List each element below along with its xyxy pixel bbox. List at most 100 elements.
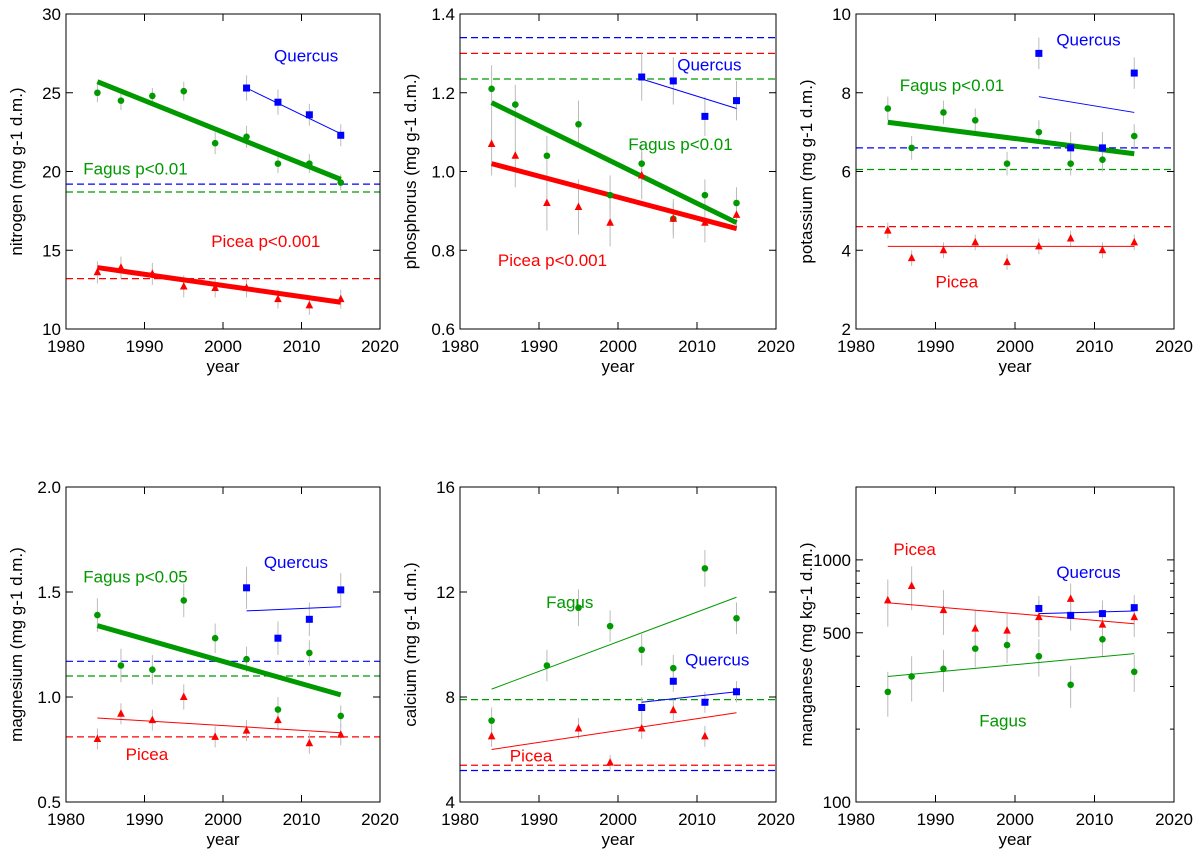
series-annotation: Fagus [979,712,1026,731]
x-tick-label: 2020 [1155,337,1193,356]
y-axis-label: potassium (mg g-1 d.m.) [797,79,816,263]
data-point-picea [701,218,709,226]
data-point-fagus [243,655,250,663]
data-point-picea [1130,237,1139,246]
series-annotation: Quercus [1056,563,1120,582]
data-point-quercus [669,77,677,85]
y-tick-label: 8 [842,84,851,103]
data-point-picea [939,605,948,614]
x-tick-label: 1980 [47,337,85,356]
data-point-picea [1066,233,1075,242]
data-point-picea [971,237,980,246]
x-tick-label: 2020 [361,337,399,356]
x-axis-label: year [998,357,1031,376]
data-point-fagus [606,191,614,199]
x-tick-label: 2010 [1076,337,1114,356]
data-point-picea [211,732,219,740]
data-point-fagus [1035,652,1043,660]
y-tick-label: 30 [42,5,61,24]
chart-panel-1: 1980 1990 2000 2010 2020 10 15 20 25 30 year nitrog… [7,5,399,376]
data-point-fagus [638,160,645,167]
data-point-fagus [488,85,495,93]
y-tick-label: 8 [446,688,455,707]
data-point-fagus [94,611,101,619]
series-annotation: Fagus [546,593,593,612]
data-point-picea [637,170,646,179]
x-tick-label: 1990 [126,337,164,356]
y-tick-label: 1.0 [37,688,61,707]
data-point-quercus [1035,604,1043,612]
series-annotation: Quercus [1056,31,1120,50]
x-axis-label: year [601,830,634,849]
data-point-quercus [1098,610,1106,618]
data-point-quercus [337,131,345,139]
data-point-fagus [211,634,219,642]
data-point-quercus [1035,49,1043,57]
data-point-quercus [669,677,677,685]
x-tick-label: 2010 [678,810,716,829]
data-point-picea [148,715,157,724]
data-point-picea [543,198,551,206]
data-point-picea [1035,241,1043,250]
data-point-fagus [337,179,345,186]
data-point-picea [1098,620,1107,628]
x-tick-label: 1990 [917,337,955,356]
data-point-picea [211,283,219,292]
data-point-quercus [305,111,313,119]
data-point-fagus [149,666,156,673]
y-tick-label: 1.5 [37,583,61,602]
x-tick-label: 1980 [837,810,875,829]
trend-line-fagus [96,623,342,698]
x-tick-label: 2000 [599,810,637,829]
data-point-fagus [274,160,282,167]
data-point-fagus [1130,132,1138,140]
x-tick-label: 2020 [757,337,795,356]
chart-panel-6: 1980 1990 2000 2010 2020 100 500 1000 year mangan… [797,486,1193,849]
data-point-fagus [543,152,551,160]
trend-line-picea [490,161,738,232]
data-point-fagus [1035,128,1043,136]
data-point-picea [606,218,614,226]
data-point-quercus [274,98,282,106]
data-point-fagus [670,664,677,672]
data-point-fagus [940,665,947,673]
data-point-fagus [733,199,740,207]
data-point-fagus [908,144,915,152]
y-tick-label: 0.8 [431,241,455,260]
trend-line-quercus [1038,610,1135,615]
data-point-picea [971,624,980,632]
series-annotation: Fagus p<0.05 [83,568,187,587]
data-point-fagus [306,160,313,167]
data-point-fagus [149,92,156,100]
data-point-fagus [512,101,519,108]
data-point-picea [336,294,345,303]
y-tick-label: 16 [436,478,455,497]
data-point-fagus [940,109,947,116]
y-tick-label: 100 [823,793,851,812]
data-point-picea [669,705,678,714]
x-tick-label: 2010 [1076,810,1114,829]
series-annotation: Quercus [274,46,338,65]
trend-line-fagus [490,100,738,225]
data-point-fagus [638,646,645,654]
trend-line-picea [491,712,737,750]
x-axis-label: year [998,830,1031,849]
y-tick-label: 1000 [813,551,851,570]
data-point-picea [574,724,583,732]
plot-area [66,566,380,754]
x-tick-label: 1990 [520,810,558,829]
x-tick-label: 2000 [996,810,1034,829]
data-point-quercus [1130,69,1138,77]
data-point-fagus [180,87,188,95]
chart-panel-3: 1980 1990 2000 2010 2020 2 4 6 8 10 year potassium … [797,5,1193,376]
data-point-quercus [1067,144,1075,152]
x-tick-label: 1990 [917,810,955,829]
axes-frame [65,486,381,803]
data-point-quercus [701,112,709,120]
data-point-fagus [1067,160,1074,167]
data-point-fagus [733,614,740,622]
data-point-picea [884,595,892,604]
data-point-fagus [1099,635,1106,643]
y-tick-label: 500 [823,624,851,643]
series-annotation: Picea p<0.001 [211,232,320,251]
